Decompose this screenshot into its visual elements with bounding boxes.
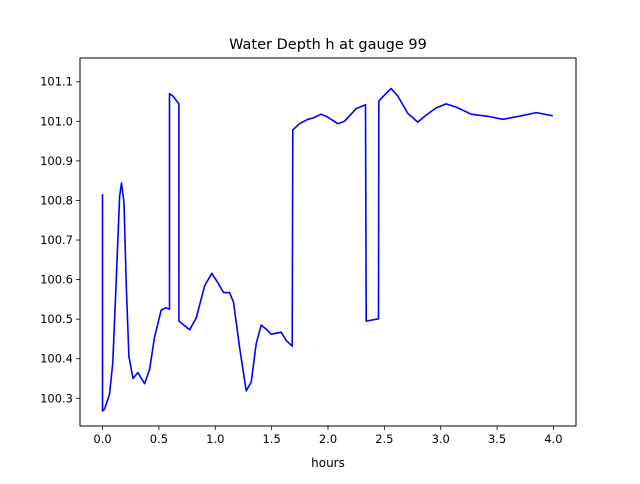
x-tick-label: 2.5 [375,432,393,446]
x-tick-label: 0.0 [93,432,111,446]
x-tick-label: 3.5 [488,432,506,446]
y-axis: 100.3 100.4 100.5 100.6 100.7 100.8 100.9 101.0… [40,75,80,405]
x-tick-label: 2.0 [319,432,337,446]
x-axis-label: hours [311,456,345,470]
y-tick-label: 100.4 [40,352,73,366]
y-tick-label: 100.3 [40,391,73,405]
x-tick-label: 1.0 [206,432,224,446]
x-tick-label: 4.0 [544,432,562,446]
y-tick-label: 100.5 [40,312,73,326]
chart-title: Water Depth h at gauge 99 [229,37,427,53]
y-tick-label: 100.8 [40,193,73,207]
y-tick-label: 100.7 [40,233,73,247]
y-tick-label: 101.0 [40,114,73,128]
y-tick-label: 100.6 [40,273,73,287]
y-tick-label: 101.1 [40,75,73,89]
plot-area [101,87,553,412]
x-tick-label: 1.5 [262,432,280,446]
x-tick-label: 0.5 [150,432,168,446]
x-axis: 0.0 0.5 1.0 1.5 2.0 2.5 3.0 3.5 4.0 [93,426,563,446]
x-tick-label: 3.0 [432,432,450,446]
y-tick-label: 100.9 [40,154,73,168]
series-line-h [101,87,553,412]
